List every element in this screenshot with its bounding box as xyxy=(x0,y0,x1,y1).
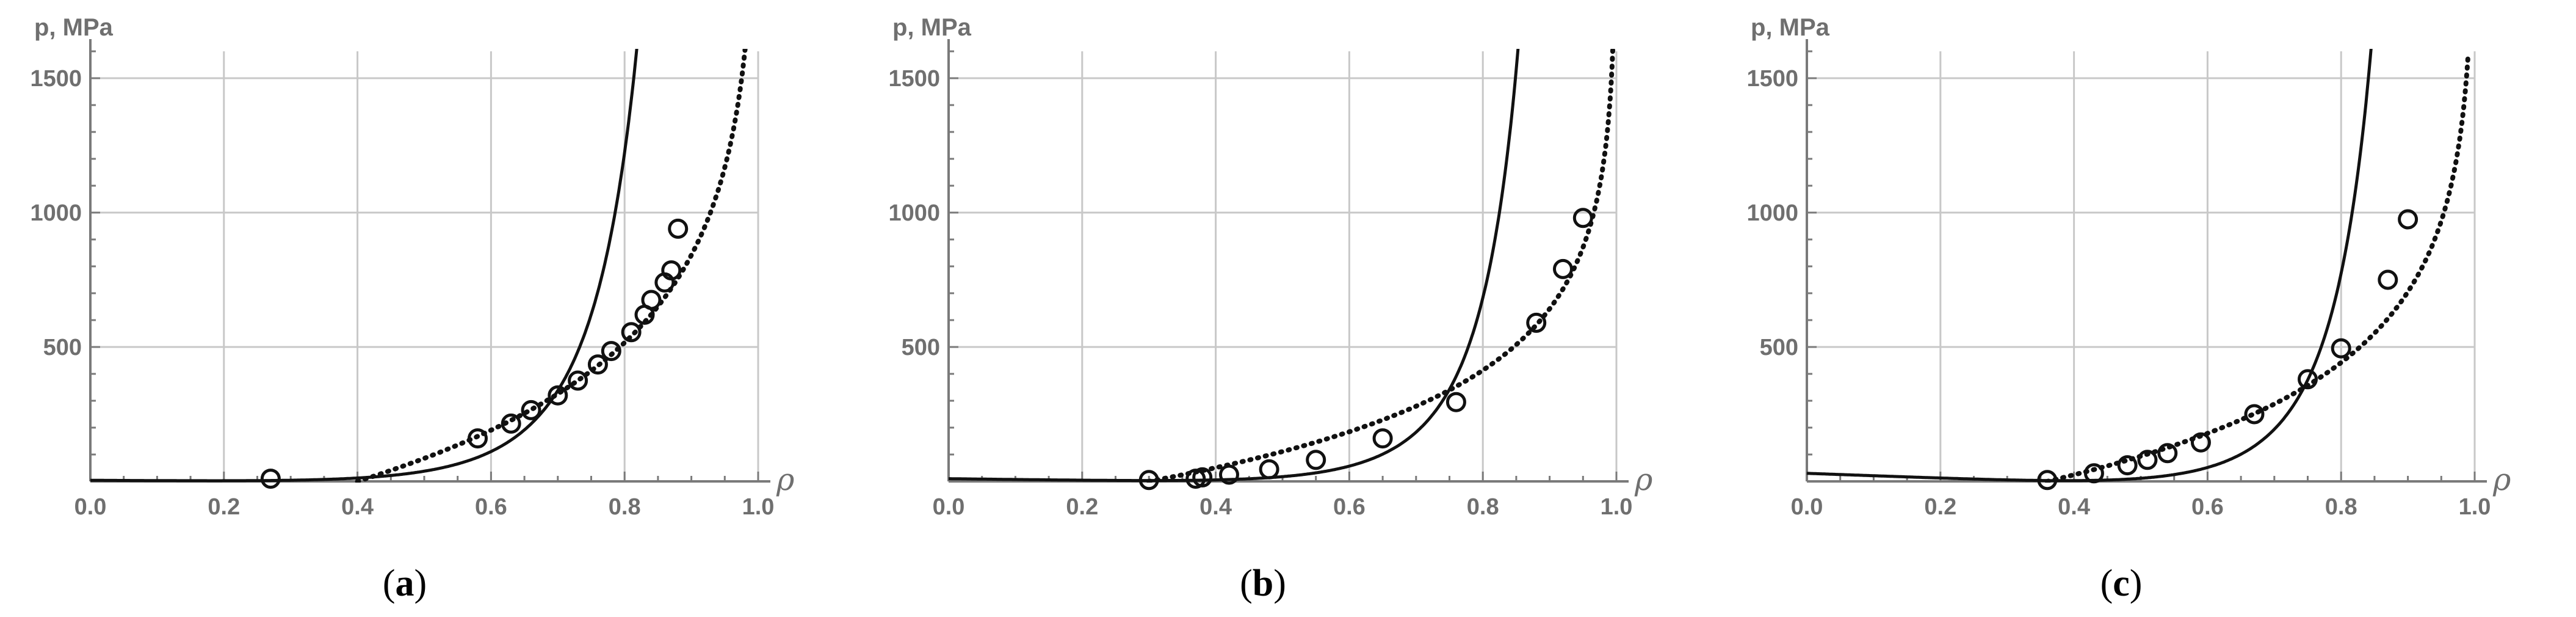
x-tick-label: 0.4 xyxy=(2058,494,2090,520)
x-tick-label: 1.0 xyxy=(742,494,775,520)
data-point xyxy=(1306,450,1326,470)
data-point xyxy=(1218,464,1239,485)
y-tick-label: 500 xyxy=(902,335,940,360)
data-point xyxy=(501,413,521,434)
x-axis-title: ρ xyxy=(2492,462,2511,497)
x-tick-label: 0.4 xyxy=(341,494,374,520)
y-tick-label: 1000 xyxy=(888,200,940,226)
data-point xyxy=(521,400,541,420)
panel-caption-letter: a xyxy=(396,563,414,604)
x-tick-label: 1.0 xyxy=(2459,494,2491,520)
data-point xyxy=(668,218,689,239)
panel-caption: (b) xyxy=(1240,563,1286,604)
data-point xyxy=(2298,369,2318,390)
data-point xyxy=(260,469,281,489)
data-point xyxy=(1445,392,1466,412)
y-tick-label: 1000 xyxy=(1746,200,1798,226)
data-point xyxy=(1259,459,1279,480)
chart-panel-a: 0.0 0.2 0.4 0.6 0.8 1.0 500 1000 1500 p, MPa ρ (a) xyxy=(30,14,795,604)
data-point xyxy=(568,370,588,391)
data-point xyxy=(1572,208,1593,228)
y-tick-label: 1500 xyxy=(30,66,82,92)
x-tick-label: 0.6 xyxy=(1333,494,1366,520)
data-point xyxy=(2037,470,2058,491)
x-tick-label: 0.2 xyxy=(208,494,240,520)
x-tick-label: 0.8 xyxy=(609,494,641,520)
x-tick-label: 0.4 xyxy=(1199,494,1232,520)
x-tick-label: 0.8 xyxy=(1467,494,1499,520)
x-axis-title: ρ xyxy=(1634,462,1653,497)
data-point xyxy=(2331,338,2351,359)
data-point xyxy=(587,354,608,375)
data-point xyxy=(2190,432,2211,453)
y-tick-label: 1000 xyxy=(30,200,82,226)
x-tick-label: 1.0 xyxy=(1601,494,1633,520)
data-point xyxy=(601,341,621,362)
chart-panel-c: 0.0 0.2 0.4 0.6 0.8 1.0 500 1000 1500 p, MPa ρ (c) xyxy=(1746,14,2511,604)
data-point xyxy=(2244,404,2265,425)
data-point xyxy=(2083,463,2104,484)
data-point xyxy=(2398,209,2419,230)
model-curve-solid xyxy=(949,49,1520,483)
x-tick-label: 0.0 xyxy=(1791,494,1823,520)
y-tick-label: 1500 xyxy=(888,66,940,92)
panel-caption-letter: b xyxy=(1253,563,1273,604)
x-tick-label: 0.6 xyxy=(2191,494,2224,520)
data-point xyxy=(2157,443,2178,464)
data-point xyxy=(2117,455,2138,476)
data-point xyxy=(1192,467,1213,487)
data-point xyxy=(1138,470,1159,491)
x-tick-label: 0.0 xyxy=(74,494,107,520)
data-point xyxy=(641,290,662,310)
model-curve-dotted xyxy=(355,49,748,483)
x-tick-label: 0.2 xyxy=(1066,494,1098,520)
data-point xyxy=(2137,450,2158,470)
data-point xyxy=(1552,258,1573,279)
data-point xyxy=(468,428,488,449)
y-axis-title: p, MPa xyxy=(892,14,972,41)
data-point xyxy=(661,260,682,281)
y-tick-label: 500 xyxy=(43,335,82,360)
y-axis-title: p, MPa xyxy=(34,14,114,41)
model-curve-solid xyxy=(1806,49,2373,483)
data-point xyxy=(1372,428,1393,449)
model-curve-dotted xyxy=(1146,49,1616,483)
data-point xyxy=(548,385,568,406)
data-point xyxy=(1526,312,1547,333)
model-curve-solid xyxy=(90,49,639,483)
panel-caption-letter: c xyxy=(2113,563,2130,604)
model-curve-dotted xyxy=(2044,54,2471,483)
x-tick-label: 0.6 xyxy=(475,494,507,520)
x-tick-label: 0.0 xyxy=(933,494,965,520)
x-tick-label: 0.8 xyxy=(2325,494,2357,520)
panel-caption: (c) xyxy=(2100,563,2143,604)
y-tick-label: 500 xyxy=(1760,335,1798,360)
panel-caption: (a) xyxy=(383,563,427,604)
y-axis-title: p, MPa xyxy=(1751,14,1830,41)
x-tick-label: 0.2 xyxy=(1924,494,1956,520)
x-axis-title: ρ xyxy=(776,462,795,497)
data-point xyxy=(2378,269,2398,290)
y-tick-label: 1500 xyxy=(1746,66,1798,92)
chart-panel-b: 0.0 0.2 0.4 0.6 0.8 1.0 500 1000 1500 p, MPa ρ (b) xyxy=(888,14,1653,604)
data-point xyxy=(621,322,642,343)
